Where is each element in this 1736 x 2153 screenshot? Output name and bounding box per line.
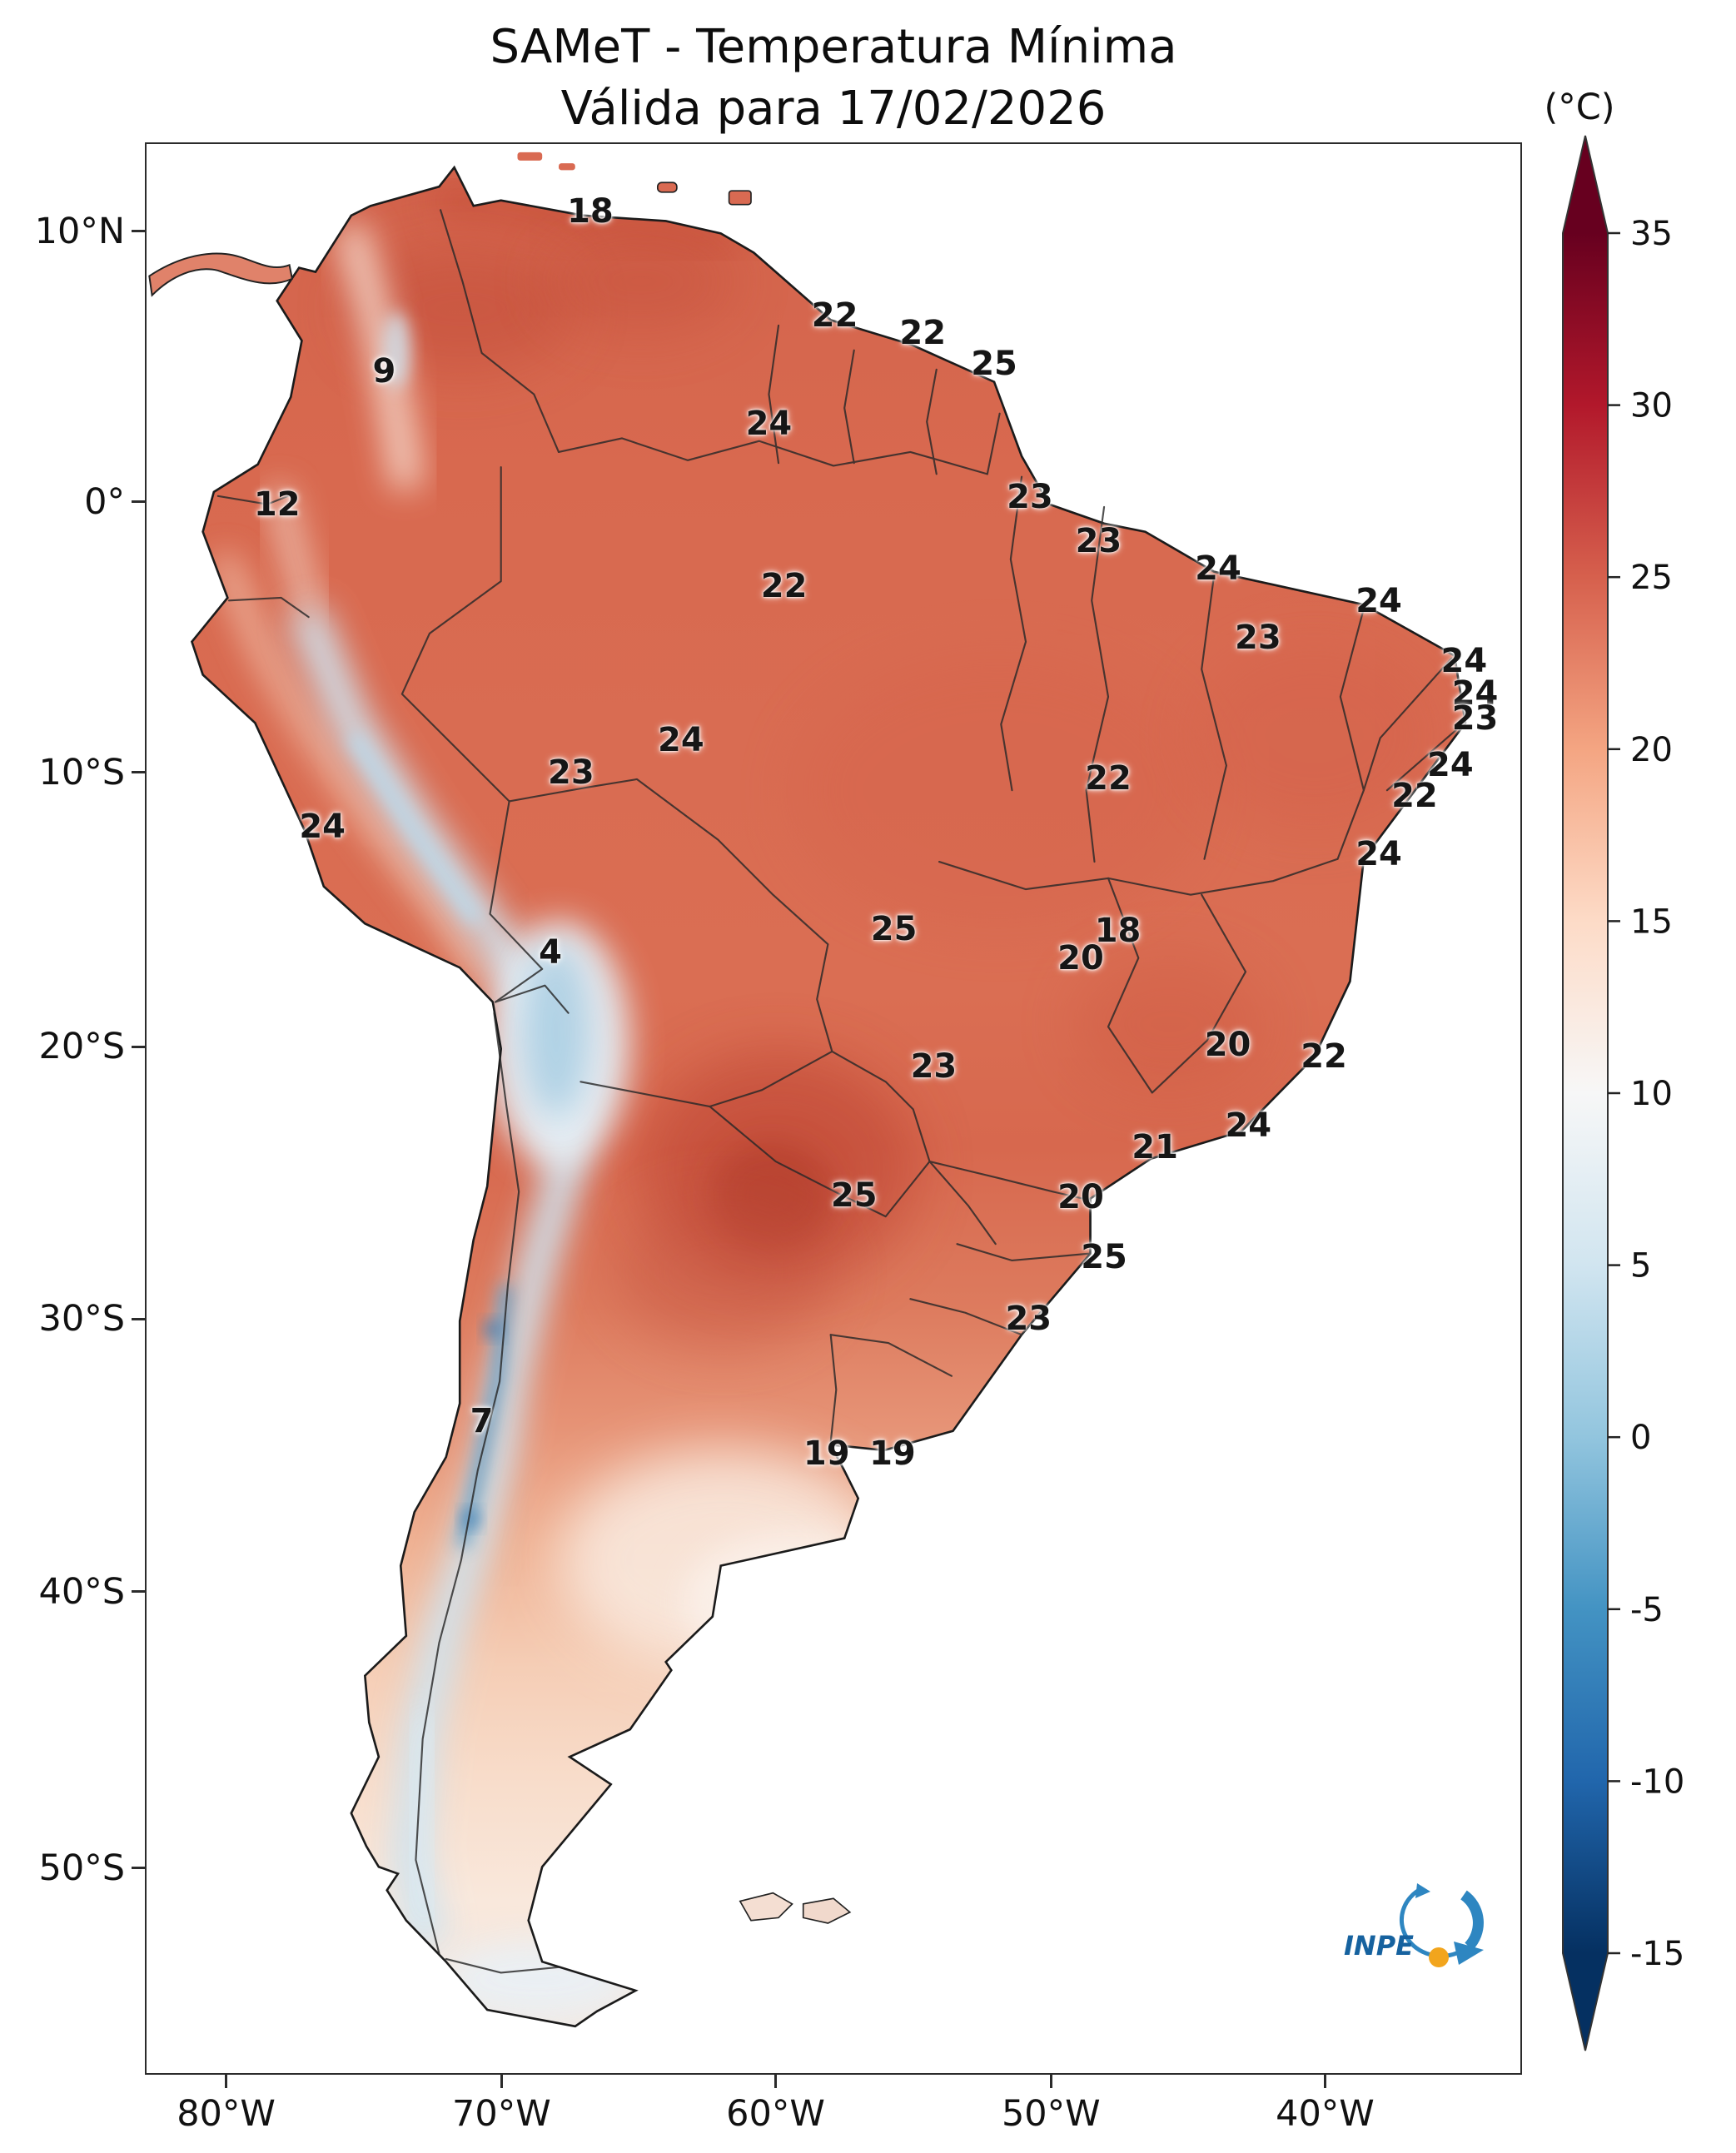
- temperature-label: 23: [1235, 619, 1281, 658]
- logo-orange-dot: [1429, 1947, 1449, 1967]
- y-axis-tick-label: 50°S: [38, 1847, 125, 1889]
- y-axis-tick-label: 40°S: [38, 1570, 125, 1613]
- south-america-map: [148, 152, 1467, 2028]
- colorbar-ticks: 35 30 25 20 15 10 5 0 -5 -10 -15: [1608, 215, 1684, 1973]
- y-axis-tick-mark: [132, 500, 145, 504]
- temperature-label: 7: [470, 1401, 494, 1440]
- y-axis-tick-mark: [132, 1590, 145, 1594]
- colorbar-gradient: [1563, 233, 1608, 1953]
- central-america-land: [148, 252, 294, 297]
- temperature-label: 24: [1451, 674, 1499, 714]
- temperature-label: 24: [1427, 746, 1474, 785]
- x-axis-tick-label: 70°W: [452, 2093, 551, 2135]
- temperature-label: 18: [567, 192, 614, 231]
- temperature-label: 25: [971, 345, 1017, 384]
- temperature-label: 22: [1085, 759, 1132, 798]
- colorbar-over-triangle: [1563, 136, 1608, 233]
- title-line-1: SAMeT - Temperatura Mínima: [490, 20, 1177, 74]
- temperature-label: 23: [910, 1047, 958, 1086]
- temperature-label: 22: [1301, 1037, 1347, 1076]
- inpe-logo: INPE: [1339, 1872, 1497, 1996]
- colorbar-tick-label: 25: [1630, 559, 1673, 597]
- colorbar-tick-label: -10: [1630, 1763, 1684, 1801]
- x-axis-tick-mark: [1323, 2075, 1326, 2088]
- y-axis-tick-label: 10°N: [34, 210, 125, 252]
- caribbean-islands: [517, 152, 752, 206]
- colorbar-tick-label: 20: [1630, 731, 1673, 769]
- colorbar-tick-label: 30: [1630, 387, 1673, 425]
- x-axis-tick-label: 40°W: [1276, 2093, 1375, 2135]
- x-axis-tick-label: 60°W: [726, 2093, 825, 2135]
- temperature-label: 18: [1094, 912, 1142, 951]
- logo-arrowhead: [1454, 1942, 1484, 1965]
- temperature-label: 25: [870, 910, 918, 949]
- y-axis-tick-label: 0°: [84, 480, 125, 523]
- temperature-label: 23: [1075, 522, 1122, 561]
- temperature-label: 24: [1225, 1106, 1272, 1146]
- x-axis-tick-label: 50°W: [1001, 2093, 1101, 2135]
- figure-title: SAMeT - Temperatura Mínima Válida para 1…: [145, 17, 1522, 140]
- x-axis-tick-label: 80°W: [177, 2093, 276, 2135]
- logo-orbit-arrowhead: [1415, 1883, 1430, 1898]
- temperature-label: 23: [1007, 478, 1053, 516]
- colorbar-tick-label: 0: [1630, 1419, 1651, 1457]
- temperature-label: 24: [745, 404, 793, 443]
- y-axis-tick-label: 10°S: [38, 751, 125, 793]
- y-axis-tick-mark: [132, 230, 145, 233]
- logo-arrow-arc: [1460, 1890, 1484, 1951]
- temperature-label: 22: [760, 566, 808, 605]
- y-axis-tick-mark: [132, 1317, 145, 1320]
- colorbar-unit-label: (°C): [1544, 87, 1615, 128]
- temperature-label: 24: [1440, 641, 1488, 680]
- temperature-label: 20: [1204, 1026, 1251, 1065]
- temperature-label: 19: [869, 1435, 916, 1474]
- y-axis-tick-mark: [132, 1045, 145, 1048]
- temperature-label: 25: [1081, 1237, 1127, 1276]
- colorbar-under-triangle: [1563, 1953, 1608, 2051]
- inpe-logo-text: INPE: [1344, 1930, 1414, 1962]
- temperature-label: 24: [1355, 834, 1402, 873]
- colorbar-tick-label: 35: [1630, 215, 1673, 253]
- temperature-label: 24: [658, 720, 704, 759]
- temperature-label: 20: [1057, 938, 1104, 977]
- title-line-2: Válida para 17/02/2026: [560, 81, 1107, 136]
- map-plot-area: 18 9 22 22 25 24 23 23 24 12 24 23 22 24 24 23 24 23 22 24 2…: [145, 142, 1522, 2075]
- temperature-label: 9: [372, 352, 396, 391]
- x-axis-tick-mark: [500, 2075, 503, 2088]
- temperature-label: 4: [539, 932, 563, 972]
- temperature-label: 24: [1195, 549, 1241, 588]
- y-axis-tick-label: 20°S: [38, 1026, 125, 1068]
- colorbar-tick-label: -15: [1630, 1935, 1684, 1973]
- temperature-label: 24: [299, 808, 346, 847]
- colorbar-tick-label: 15: [1630, 902, 1673, 941]
- colorbar-graphic: 35 30 25 20 15 10 5 0 -5 -10 -15: [1562, 135, 1684, 2051]
- temperature-label: 22: [1391, 777, 1438, 816]
- y-axis-tick-label: 30°S: [38, 1298, 125, 1340]
- temperature-label: 19: [803, 1435, 850, 1474]
- temperature-label: 23: [548, 753, 594, 793]
- falkland-islands: [739, 1892, 852, 1924]
- temperature-label: 20: [1057, 1178, 1104, 1217]
- x-axis-tick-mark: [225, 2075, 228, 2088]
- colorbar-tick-label: -5: [1630, 1591, 1664, 1629]
- colorbar-tick-label: 10: [1630, 1075, 1673, 1113]
- y-axis-tick-mark: [132, 1867, 145, 1870]
- y-axis-tick-mark: [132, 771, 145, 774]
- temperature-label: 12: [253, 485, 301, 525]
- temperature-label: 23: [1451, 699, 1499, 738]
- colorbar-tick-label: 5: [1630, 1247, 1651, 1285]
- inpe-logo-graphic: INPE: [1344, 1883, 1484, 1967]
- political-borders: [216, 209, 1464, 1974]
- temperature-label: 23: [1005, 1300, 1052, 1339]
- temperature-label: 25: [830, 1176, 878, 1215]
- x-axis-tick-mark: [774, 2075, 778, 2088]
- temperature-label: 22: [899, 314, 947, 353]
- temperature-label: 22: [811, 296, 858, 336]
- colorbar: 35 30 25 20 15 10 5 0 -5 -10 -15: [1559, 133, 1736, 2065]
- x-axis-tick-mark: [1049, 2075, 1052, 2088]
- temperature-label: 21: [1132, 1127, 1178, 1166]
- temperature-labels-layer: 18 9 22 22 25 24 23 23 24 12 24 23 22 24 24 23 24 23 22 24 2…: [147, 144, 1520, 2073]
- temperature-label: 24: [1355, 582, 1402, 621]
